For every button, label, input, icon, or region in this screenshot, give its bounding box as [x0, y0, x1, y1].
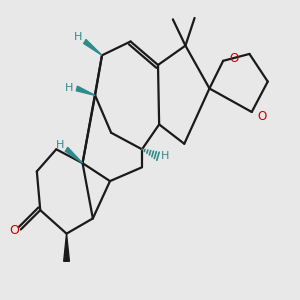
Text: H: H [64, 83, 73, 94]
Polygon shape [65, 147, 83, 163]
Text: H: H [56, 140, 64, 150]
Text: H: H [74, 32, 82, 42]
Text: O: O [9, 224, 19, 237]
Text: H: H [161, 151, 169, 161]
Polygon shape [84, 40, 102, 55]
Polygon shape [76, 86, 95, 95]
Text: O: O [229, 52, 238, 64]
Text: O: O [257, 110, 267, 123]
Polygon shape [64, 234, 69, 261]
